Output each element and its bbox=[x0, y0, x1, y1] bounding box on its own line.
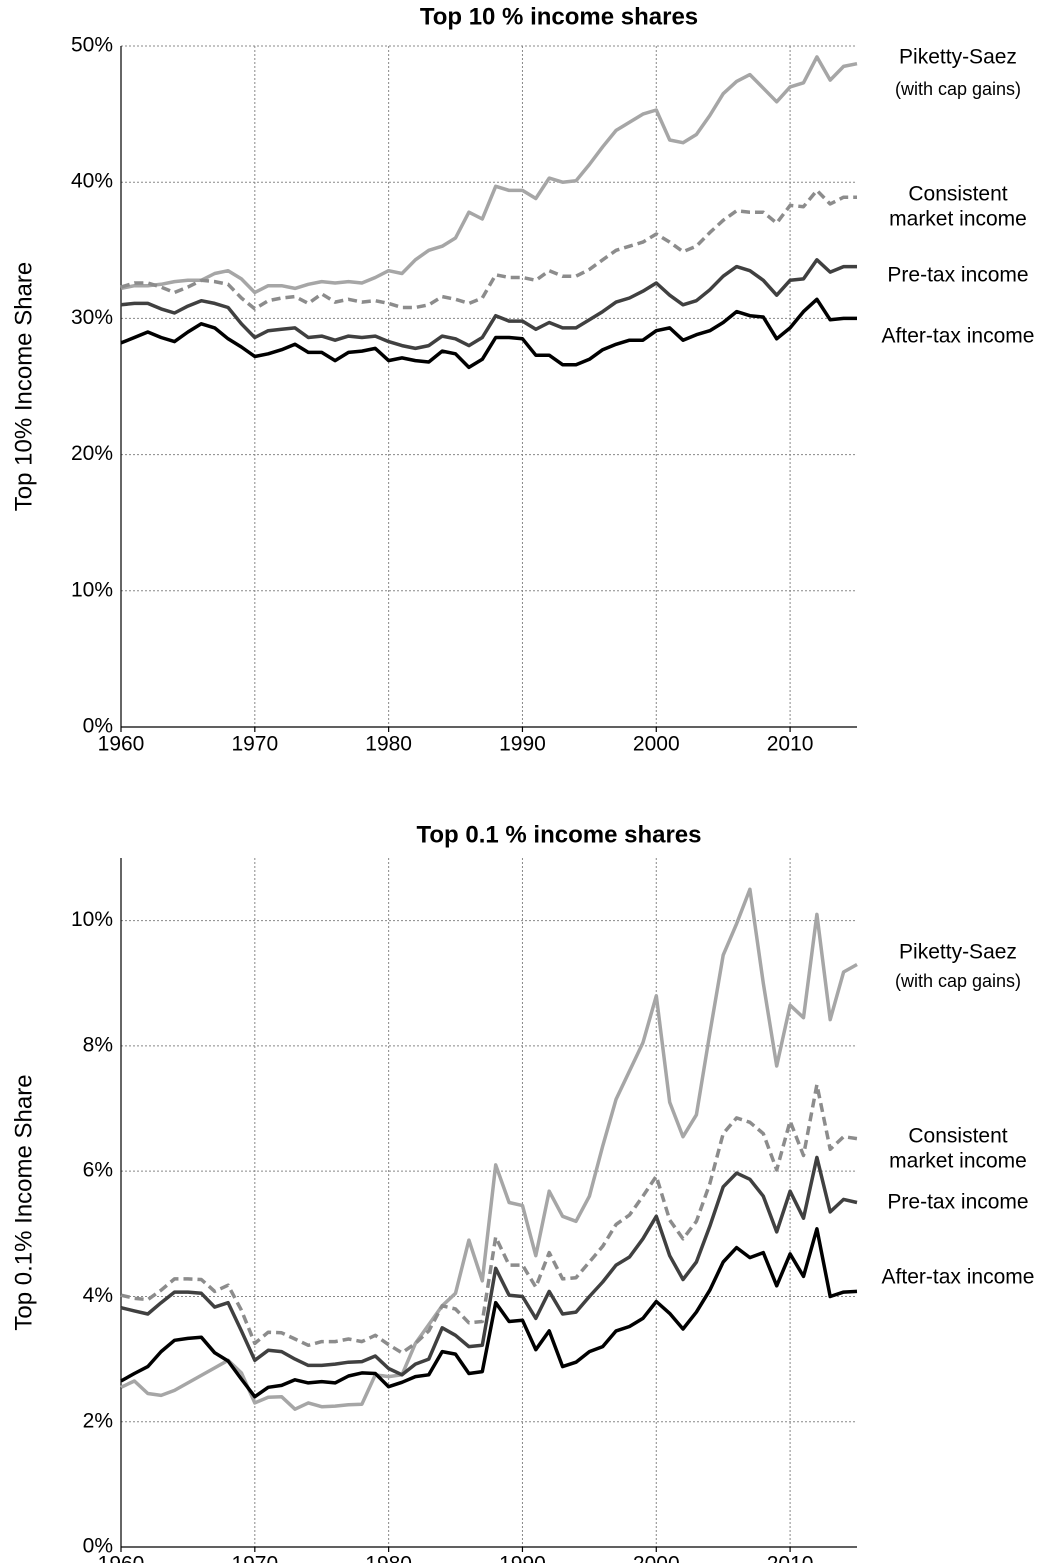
y-tick-label: 4% bbox=[83, 1284, 113, 1307]
x-tick-label: 1960 bbox=[98, 733, 145, 756]
x-tick-label: 2000 bbox=[633, 733, 680, 756]
x-tick-label: 1980 bbox=[365, 1553, 412, 1563]
x-tick-label: 1980 bbox=[365, 733, 412, 756]
y-axis-title: Top 0.1% Income Share bbox=[10, 1074, 37, 1330]
y-tick-label: 20% bbox=[71, 442, 113, 465]
x-tick-label: 1960 bbox=[98, 1553, 145, 1563]
series-label: Consistent bbox=[908, 183, 1007, 206]
series-label: After-tax income bbox=[882, 1266, 1035, 1289]
x-tick-label: 2010 bbox=[767, 733, 814, 756]
series-line bbox=[120, 1082, 858, 1355]
y-tick-label: 0% bbox=[83, 1535, 113, 1558]
series-label: Piketty-Saez bbox=[899, 941, 1017, 964]
x-tick-label: 2010 bbox=[767, 1553, 814, 1563]
series-label: market income bbox=[889, 208, 1027, 231]
series-label: Piketty-Saez bbox=[899, 46, 1017, 69]
y-tick-label: 8% bbox=[83, 1033, 113, 1056]
y-tick-label: 0% bbox=[83, 715, 113, 738]
series-line bbox=[120, 1227, 858, 1399]
x-tick-label: 1990 bbox=[499, 733, 546, 756]
series-line bbox=[120, 188, 857, 311]
series-line bbox=[120, 297, 857, 370]
series-label: Consistent bbox=[908, 1125, 1007, 1148]
series-line bbox=[120, 55, 858, 295]
chart-title: Top 0.1 % income shares bbox=[417, 821, 702, 848]
series-label: market income bbox=[889, 1150, 1027, 1173]
y-tick-label: 30% bbox=[71, 306, 113, 329]
series-line bbox=[120, 887, 858, 1411]
y-axis-title: Top 10% Income Share bbox=[10, 262, 37, 511]
y-tick-label: 10% bbox=[71, 908, 113, 931]
y-tick-label: 50% bbox=[71, 34, 113, 57]
series-label: (with cap gains) bbox=[895, 971, 1021, 991]
series-label: After-tax income bbox=[882, 325, 1035, 348]
y-tick-label: 10% bbox=[71, 578, 113, 601]
x-tick-label: 1990 bbox=[499, 1553, 546, 1563]
x-tick-label: 1970 bbox=[231, 1553, 278, 1563]
chart-title: Top 10 % income shares bbox=[420, 3, 698, 30]
y-tick-label: 40% bbox=[71, 170, 113, 193]
x-tick-label: 1970 bbox=[231, 733, 278, 756]
series-label: Pre-tax income bbox=[887, 1191, 1028, 1214]
y-tick-label: 6% bbox=[83, 1159, 113, 1182]
series-line bbox=[120, 258, 857, 351]
y-tick-label: 2% bbox=[83, 1409, 113, 1432]
series-label: (with cap gains) bbox=[895, 79, 1021, 99]
series-label: Pre-tax income bbox=[887, 264, 1028, 287]
x-tick-label: 2000 bbox=[633, 1553, 680, 1563]
series-line bbox=[120, 1155, 858, 1377]
